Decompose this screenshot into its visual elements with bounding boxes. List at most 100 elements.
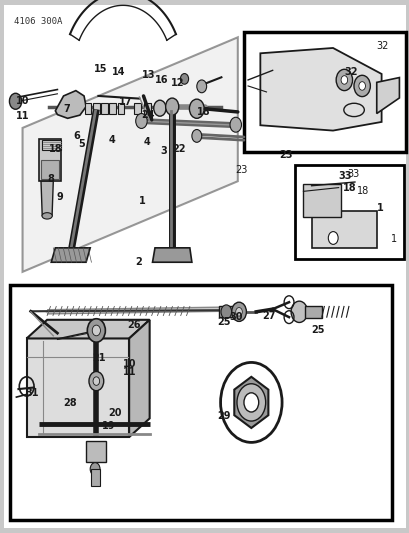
Text: 10: 10 — [16, 96, 30, 106]
Circle shape — [235, 308, 242, 316]
Text: 27: 27 — [262, 311, 275, 320]
Circle shape — [191, 130, 201, 142]
Circle shape — [180, 74, 188, 84]
Text: 16: 16 — [155, 75, 168, 85]
Bar — [134, 103, 140, 114]
Circle shape — [89, 372, 103, 391]
Circle shape — [189, 99, 204, 118]
Circle shape — [90, 463, 100, 475]
Text: 3: 3 — [160, 146, 166, 156]
Bar — [85, 103, 91, 114]
Circle shape — [340, 76, 347, 84]
Polygon shape — [305, 306, 321, 318]
Text: 4: 4 — [143, 138, 150, 147]
Circle shape — [358, 82, 364, 90]
Text: 1: 1 — [139, 197, 146, 206]
Polygon shape — [129, 320, 149, 437]
Text: 18: 18 — [342, 183, 355, 192]
Text: 7: 7 — [63, 104, 70, 114]
Text: 4106 300A: 4106 300A — [14, 17, 63, 26]
Text: 23: 23 — [235, 165, 247, 175]
Circle shape — [196, 80, 206, 93]
Text: 29: 29 — [217, 411, 230, 421]
Bar — [311, 211, 376, 248]
Text: 11: 11 — [123, 367, 136, 377]
Bar — [86, 441, 106, 462]
Bar — [39, 139, 61, 181]
Text: 33: 33 — [337, 171, 351, 181]
Circle shape — [220, 305, 231, 319]
Text: 32: 32 — [344, 67, 357, 77]
Circle shape — [290, 301, 307, 322]
Text: 28: 28 — [63, 399, 77, 408]
Ellipse shape — [42, 213, 52, 219]
Text: 14: 14 — [111, 67, 125, 77]
Bar — [243, 32, 405, 152]
Circle shape — [236, 384, 265, 421]
Text: 31: 31 — [25, 389, 39, 398]
Text: 9: 9 — [56, 192, 63, 202]
Polygon shape — [55, 91, 86, 118]
Circle shape — [328, 231, 337, 245]
Bar — [109, 103, 116, 114]
Text: 1: 1 — [390, 235, 396, 244]
Text: 4: 4 — [108, 135, 115, 144]
Circle shape — [165, 98, 178, 115]
Text: 33: 33 — [346, 169, 359, 179]
Text: 10: 10 — [123, 359, 136, 368]
Text: 22: 22 — [172, 144, 185, 154]
Polygon shape — [152, 248, 191, 262]
Bar — [101, 103, 108, 114]
Text: 18: 18 — [356, 186, 369, 196]
Circle shape — [9, 93, 22, 109]
Circle shape — [231, 302, 246, 321]
Circle shape — [353, 75, 369, 96]
Bar — [90, 469, 99, 486]
Polygon shape — [260, 48, 381, 131]
Polygon shape — [219, 306, 233, 317]
Bar — [41, 160, 59, 179]
Text: 25: 25 — [217, 318, 230, 327]
Bar — [294, 165, 403, 259]
Circle shape — [135, 114, 147, 128]
Text: 2: 2 — [135, 257, 142, 267]
Text: 21: 21 — [92, 353, 106, 363]
Text: 18: 18 — [49, 144, 63, 154]
Text: 15: 15 — [93, 64, 107, 74]
Polygon shape — [51, 248, 90, 262]
Text: 20: 20 — [108, 408, 122, 418]
Text: 19: 19 — [101, 422, 115, 431]
Text: 6: 6 — [74, 131, 80, 141]
Polygon shape — [27, 320, 149, 338]
Text: 17: 17 — [119, 98, 132, 107]
Text: 26: 26 — [127, 320, 140, 330]
Text: 1: 1 — [376, 203, 383, 213]
Polygon shape — [27, 338, 129, 437]
Polygon shape — [41, 181, 53, 216]
Text: 13: 13 — [141, 70, 155, 79]
Text: 30: 30 — [229, 312, 243, 322]
Text: 8: 8 — [47, 174, 54, 183]
Text: 12: 12 — [171, 78, 184, 87]
Circle shape — [243, 393, 258, 412]
Text: 23: 23 — [278, 150, 292, 159]
Text: 25: 25 — [311, 326, 324, 335]
Circle shape — [92, 325, 100, 336]
Circle shape — [87, 319, 105, 342]
Bar — [117, 103, 124, 114]
Polygon shape — [234, 377, 268, 428]
Bar — [42, 140, 61, 150]
Bar — [303, 184, 341, 216]
Text: 18: 18 — [196, 107, 210, 117]
Circle shape — [335, 69, 352, 91]
Polygon shape — [376, 77, 398, 114]
Text: 32: 32 — [376, 42, 388, 51]
Text: 5: 5 — [78, 139, 84, 149]
Circle shape — [220, 362, 281, 442]
Polygon shape — [22, 37, 237, 272]
Circle shape — [153, 100, 166, 116]
Bar — [93, 103, 99, 114]
Bar — [10, 285, 391, 520]
Text: 11: 11 — [16, 111, 29, 120]
Circle shape — [93, 377, 99, 385]
